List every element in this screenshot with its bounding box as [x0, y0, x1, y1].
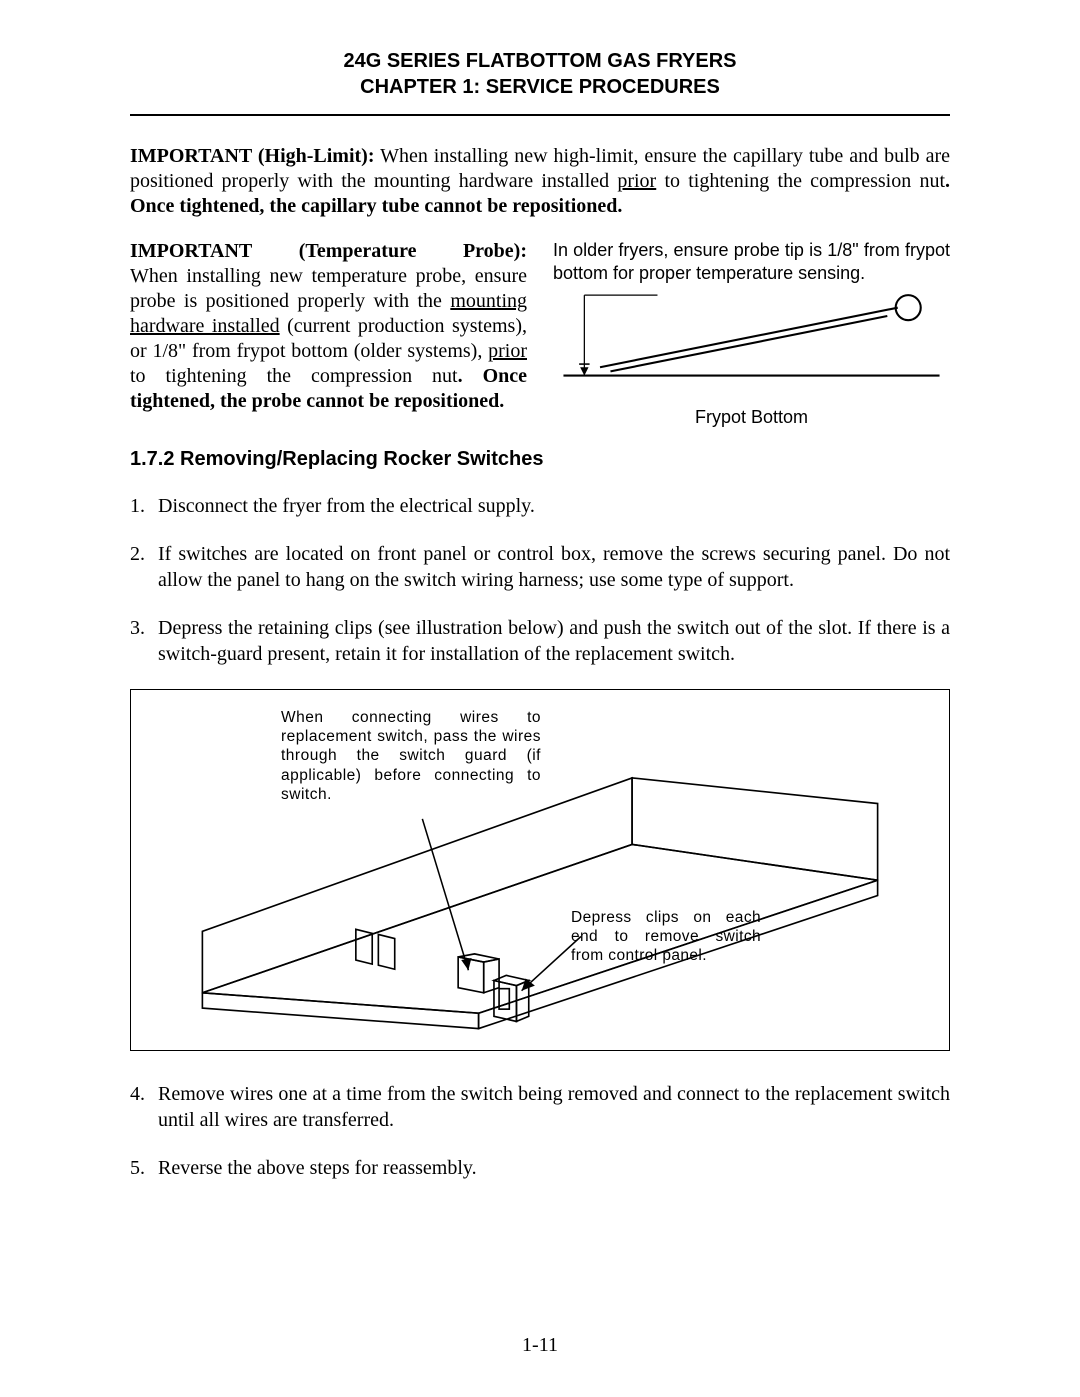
tempprobe-u2: prior: [488, 340, 527, 362]
two-column-block: IMPORTANT (Temperature Probe): When inst…: [130, 239, 950, 430]
page-number: 1-11: [0, 1334, 1080, 1357]
probe-note: In older fryers, ensure probe tip is 1/8…: [553, 239, 950, 286]
step-2: 2.If switches are located on front panel…: [130, 541, 950, 593]
header-rule: [130, 114, 950, 116]
figure-note-right: Depress clips on each end to remove swit…: [571, 908, 761, 966]
header-line-1: 24G SERIES FLATBOTTOM GAS FRYERS: [130, 48, 950, 74]
probe-caption: Frypot Bottom: [553, 406, 950, 429]
highlimit-prior: prior: [617, 170, 656, 192]
step-4: 4.Remove wires one at a time from the sw…: [130, 1081, 950, 1133]
page-header: 24G SERIES FLATBOTTOM GAS FRYERS CHAPTER…: [130, 48, 950, 100]
probe-diagram-col: In older fryers, ensure probe tip is 1/8…: [553, 239, 950, 430]
figure-note-top: When connecting wires to replacement swi…: [281, 708, 541, 805]
highlimit-text-2: to tightening the compression nut: [656, 170, 945, 192]
step-5: 5.Reverse the above steps for reassembly…: [130, 1155, 950, 1181]
tempprobe-t3: to tightening the compression nut: [130, 365, 458, 387]
highlimit-label: IMPORTANT (High-Limit):: [130, 145, 375, 167]
steps-list-after: 4.Remove wires one at a time from the sw…: [130, 1081, 950, 1181]
important-highlimit-para: IMPORTANT (High-Limit): When installing …: [130, 144, 950, 219]
tempprobe-label-3: Probe):: [463, 239, 527, 264]
header-line-2: CHAPTER 1: SERVICE PROCEDURES: [130, 74, 950, 100]
steps-list-before: 1.Disconnect the fryer from the electric…: [130, 493, 950, 667]
step-3: 3.Depress the retaining clips (see illus…: [130, 615, 950, 667]
temp-probe-para: IMPORTANT (Temperature Probe): When inst…: [130, 239, 527, 430]
step-1: 1.Disconnect the fryer from the electric…: [130, 493, 950, 519]
section-heading: 1.7.2 Removing/Replacing Rocker Switches: [130, 448, 950, 471]
probe-diagram-icon: [553, 292, 950, 396]
tempprobe-label-2: (Temperature: [299, 239, 417, 264]
rocker-switch-figure: When connecting wires to replacement swi…: [130, 689, 950, 1051]
tempprobe-label-1: IMPORTANT: [130, 239, 252, 264]
